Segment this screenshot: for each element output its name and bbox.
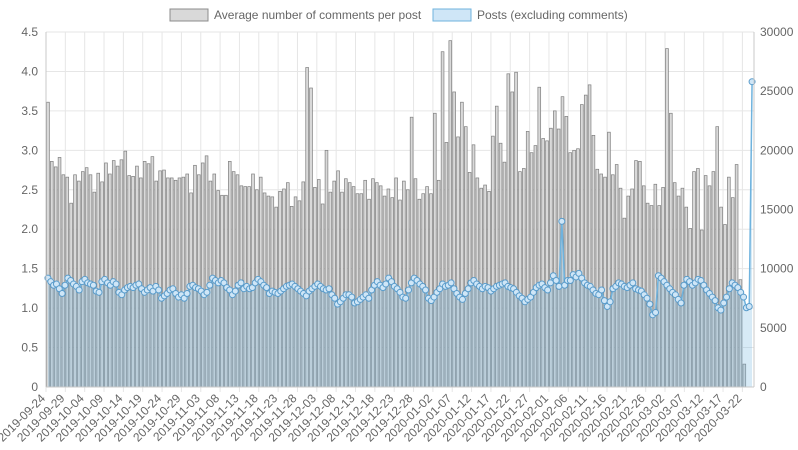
y-right-tick-label: 0 (760, 380, 767, 394)
y-right-tick-label: 30000 (760, 25, 794, 39)
posts-point[interactable] (723, 293, 731, 301)
y-left-tick-label: 4.0 (21, 64, 38, 78)
posts-point[interactable] (206, 281, 214, 289)
posts-point[interactable] (677, 299, 685, 307)
posts-point[interactable] (382, 280, 390, 288)
posts-point[interactable] (402, 294, 410, 302)
posts-point[interactable] (422, 286, 430, 294)
y-left-tick-label: 1.0 (21, 301, 38, 315)
y-right-tick-label: 20000 (760, 143, 794, 157)
y-left-tick-label: 1.5 (21, 262, 38, 276)
posts-point[interactable] (331, 294, 339, 302)
posts-point[interactable] (155, 286, 163, 294)
y-right-tick-label: 10000 (760, 262, 794, 276)
posts-point[interactable] (464, 285, 472, 293)
y-left-tick-label: 2.0 (21, 222, 38, 236)
posts-point[interactable] (646, 300, 654, 308)
posts-point[interactable] (61, 281, 69, 289)
posts-point[interactable] (600, 297, 608, 305)
posts-point[interactable] (325, 285, 333, 293)
posts-point[interactable] (405, 286, 413, 294)
posts-point[interactable] (629, 279, 637, 287)
line-series-posts (44, 78, 756, 387)
legend-swatch-comments[interactable] (169, 8, 209, 22)
posts-point[interactable] (231, 287, 239, 295)
posts-point[interactable] (203, 288, 211, 296)
posts-point[interactable] (717, 306, 725, 314)
posts-point[interactable] (458, 295, 466, 303)
posts-point[interactable] (558, 217, 566, 225)
posts-point[interactable] (555, 282, 563, 290)
y-left-tick-label: 3.5 (21, 104, 38, 118)
y-left-tick-label: 0 (31, 380, 38, 394)
posts-point[interactable] (112, 280, 120, 288)
posts-point[interactable] (447, 279, 455, 287)
y-right-tick-label: 15000 (760, 203, 794, 217)
posts-point[interactable] (606, 298, 614, 306)
posts-point[interactable] (365, 294, 373, 302)
posts-area-fill (47, 81, 753, 387)
posts-point[interactable] (680, 281, 688, 289)
posts-point[interactable] (725, 285, 733, 293)
posts-point[interactable] (745, 303, 753, 311)
posts-point[interactable] (652, 308, 660, 316)
y-right-tick-label: 25000 (760, 84, 794, 98)
y-left-tick-label: 4.5 (21, 25, 38, 39)
posts-point[interactable] (75, 286, 83, 294)
posts-point[interactable] (643, 294, 651, 302)
legend-label-posts[interactable]: Posts (excluding comments) (477, 8, 628, 22)
posts-point[interactable] (740, 293, 748, 301)
posts-point[interactable] (263, 284, 271, 292)
y-left-tick-label: 0.5 (21, 341, 38, 355)
y-right-tick-label: 5000 (760, 321, 787, 335)
y-left-tick-label: 2.5 (21, 183, 38, 197)
posts-point[interactable] (89, 281, 97, 289)
posts-point[interactable] (598, 286, 606, 294)
posts-point[interactable] (183, 290, 191, 298)
posts-point[interactable] (58, 290, 66, 298)
posts-point[interactable] (566, 277, 574, 284)
legend-label-comments[interactable]: Average number of comments per post (214, 8, 422, 22)
posts-point[interactable] (552, 277, 560, 284)
posts-point[interactable] (711, 297, 719, 305)
posts-point[interactable] (720, 299, 728, 307)
posts-point[interactable] (544, 286, 552, 294)
posts-point[interactable] (546, 279, 554, 287)
posts-point[interactable] (237, 279, 245, 287)
legend: Average number of comments per post Post… (169, 8, 628, 22)
y-left-tick-label: 3.0 (21, 143, 38, 157)
posts-point[interactable] (95, 288, 103, 296)
posts-point[interactable] (348, 293, 356, 301)
legend-swatch-posts[interactable] (432, 8, 472, 22)
